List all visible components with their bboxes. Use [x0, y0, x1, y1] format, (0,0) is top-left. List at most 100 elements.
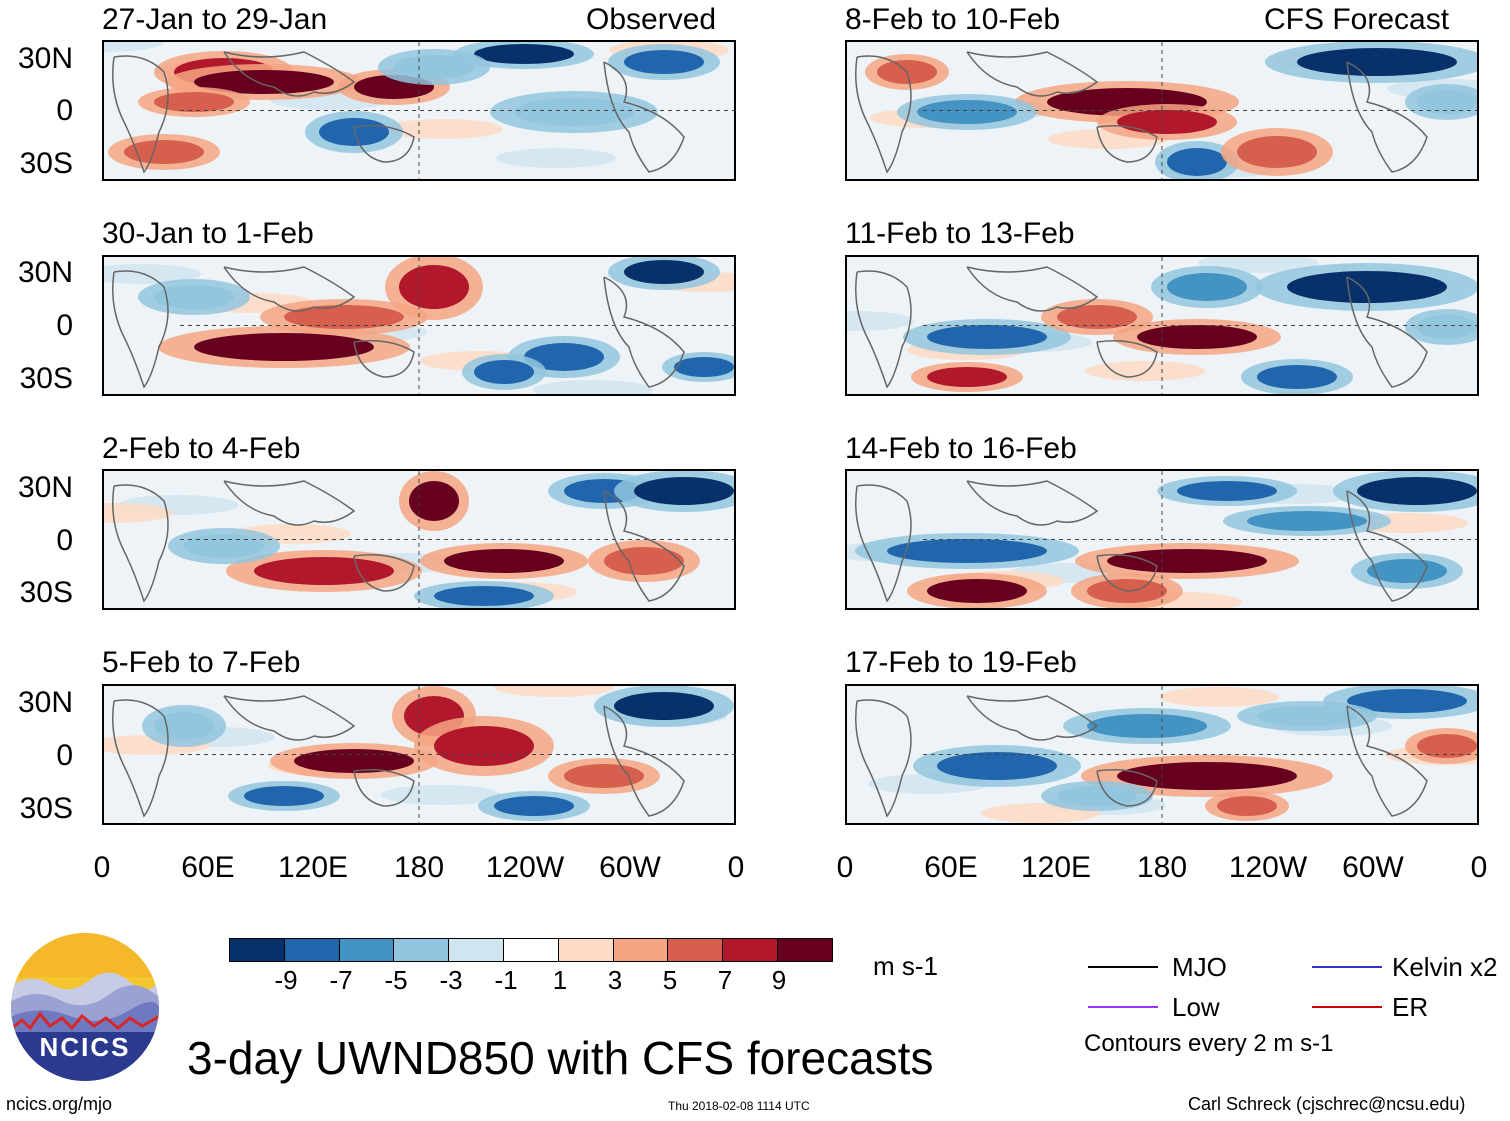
x-tick-label: 120E	[1020, 851, 1092, 884]
anomaly-blob	[1257, 706, 1357, 726]
x-tick-label: 60E	[181, 851, 235, 884]
coastline	[966, 480, 1099, 526]
footer-url: ncics.org/mjo	[6, 1094, 113, 1114]
legend-label-mjo: MJO	[1172, 952, 1227, 982]
anomaly-blob	[1297, 48, 1457, 76]
coastline	[1096, 769, 1158, 807]
x-tick-label: 0	[1470, 851, 1488, 884]
anomaly-blob	[1177, 481, 1277, 501]
anomaly-blob	[1167, 273, 1247, 301]
field-band	[1085, 361, 1205, 381]
anomaly-blob	[154, 285, 234, 309]
anomaly-blob	[194, 333, 374, 361]
anomaly-blob	[409, 481, 459, 521]
map-panel-fc-1	[845, 40, 1479, 181]
anomaly-blob	[1347, 689, 1467, 713]
anomaly-field	[847, 471, 1477, 608]
anomaly-blob	[1357, 477, 1477, 505]
anomaly-blob	[937, 752, 1057, 780]
anomaly-blob	[254, 557, 394, 585]
anomaly-field	[847, 42, 1477, 179]
map-panel-obs-2	[102, 255, 736, 396]
anomaly-blob	[514, 98, 634, 126]
colorbar-swatch	[393, 938, 450, 962]
field-band	[494, 686, 614, 697]
anomaly-blob	[614, 692, 714, 720]
panel-title-fc-3: 14-Feb to 16-Feb	[845, 432, 1077, 465]
anomaly-blob	[154, 92, 234, 112]
anomaly-field	[847, 686, 1477, 823]
field-band	[104, 42, 164, 52]
coastline	[855, 55, 912, 174]
anomaly-blob	[1247, 511, 1367, 531]
colorbar-label: -5	[384, 965, 408, 995]
coastline	[223, 480, 356, 526]
colorbar-swatch	[667, 938, 724, 962]
x-tick-label: 0	[836, 851, 854, 884]
anomaly-blob	[494, 796, 574, 816]
anomaly-blob	[674, 357, 734, 377]
anomaly-blob	[927, 579, 1027, 603]
anomaly-blob	[1257, 365, 1337, 389]
x-tick-label: 180	[1136, 851, 1188, 884]
anomaly-blob	[927, 325, 1047, 349]
chart-title: 3-day UWND850 with CFS forecasts	[187, 1032, 934, 1084]
legend-label-low: Low	[1172, 992, 1220, 1022]
coastline	[1346, 61, 1428, 173]
colorbar-label: 1	[552, 965, 568, 995]
y-tick-label: 30S	[19, 576, 73, 609]
field-band	[533, 380, 653, 394]
anomaly-blob	[294, 749, 414, 773]
coastline	[223, 695, 356, 741]
panel-title-obs-1: 27-Jan to 29-Jan	[102, 3, 328, 36]
panel-tag-forecast: CFS Forecast	[1264, 3, 1450, 36]
anomaly-blob	[1167, 148, 1227, 176]
y-tick-label: 30N	[17, 256, 73, 289]
anomaly-field	[104, 686, 734, 823]
anomaly-blob	[474, 44, 574, 64]
map-panel-obs-4	[102, 684, 736, 825]
colorbar-swatch	[777, 938, 833, 962]
anomaly-blob	[524, 343, 604, 371]
map-panel-obs-1	[102, 40, 736, 181]
anomaly-blob	[124, 140, 204, 164]
panel-tag-observed: Observed	[586, 3, 717, 36]
anomaly-blob	[624, 260, 704, 284]
coastline	[1346, 276, 1428, 388]
field-band	[383, 119, 503, 139]
colorbar-label: 5	[662, 965, 678, 995]
anomaly-blob	[634, 477, 734, 505]
coastline	[855, 484, 912, 603]
panel-title-obs-3: 2-Feb to 4-Feb	[102, 432, 301, 465]
y-tick-label: 30S	[19, 362, 73, 395]
coastline	[966, 51, 1099, 97]
anomaly-field	[847, 257, 1477, 394]
x-tick-label: 0	[93, 851, 111, 884]
anomaly-blob	[244, 786, 324, 806]
anomaly-blob	[194, 70, 334, 94]
coastline	[112, 484, 169, 603]
y-tick-label: 30N	[17, 42, 73, 75]
anomaly-blob	[319, 118, 389, 146]
colorbar-swatch	[722, 938, 779, 962]
anomaly-blob	[1057, 305, 1137, 329]
coastline	[353, 554, 415, 592]
anomaly-blob	[444, 549, 564, 573]
colorbar-label: -3	[439, 965, 463, 995]
coastline	[603, 705, 685, 817]
anomaly-blob	[1287, 271, 1447, 303]
anomaly-blob	[1217, 796, 1277, 816]
colorbar-swatch	[557, 938, 614, 962]
field-band	[104, 264, 201, 284]
anomaly-blob	[1117, 110, 1217, 134]
y-tick-label: 0	[56, 524, 73, 557]
coastline	[1346, 490, 1428, 602]
map-panel-obs-3	[102, 469, 736, 610]
coastline	[353, 769, 415, 807]
anomaly-field	[104, 42, 734, 179]
coastline	[112, 699, 169, 818]
x-tick-label: 120W	[1228, 851, 1308, 884]
x-tick-label: 60W	[599, 851, 661, 884]
x-tick-label: 0	[727, 851, 745, 884]
y-tick-label: 0	[56, 94, 73, 127]
